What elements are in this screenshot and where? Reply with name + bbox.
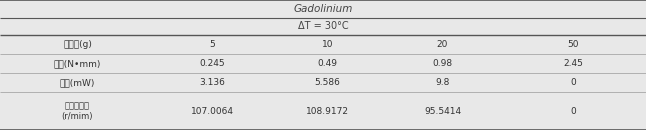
Text: 0.245: 0.245 — [200, 59, 225, 68]
Text: 9.8: 9.8 — [435, 78, 450, 87]
Text: 108.9172: 108.9172 — [306, 106, 349, 115]
Text: 3.136: 3.136 — [200, 78, 225, 87]
Text: 50: 50 — [567, 40, 579, 49]
Text: 0: 0 — [570, 78, 576, 87]
Text: 분당회전수
(r/mim): 분당회전수 (r/mim) — [62, 101, 93, 121]
Text: 2.45: 2.45 — [563, 59, 583, 68]
Text: 0.98: 0.98 — [432, 59, 453, 68]
Text: 0: 0 — [570, 106, 576, 115]
Text: 출력(mW): 출력(mW) — [60, 78, 95, 87]
Text: 107.0064: 107.0064 — [191, 106, 234, 115]
Text: 추진량(g): 추진량(g) — [63, 40, 92, 49]
Text: 5.586: 5.586 — [315, 78, 340, 87]
Text: 10: 10 — [322, 40, 333, 49]
Text: Gadolinium: Gadolinium — [293, 4, 353, 14]
Text: 20: 20 — [437, 40, 448, 49]
Text: 95.5414: 95.5414 — [424, 106, 461, 115]
Text: 토크(N•mm): 토크(N•mm) — [54, 59, 101, 68]
Text: ΔT = 30°C: ΔT = 30°C — [298, 21, 348, 31]
Text: 5: 5 — [209, 40, 215, 49]
Text: 0.49: 0.49 — [317, 59, 337, 68]
